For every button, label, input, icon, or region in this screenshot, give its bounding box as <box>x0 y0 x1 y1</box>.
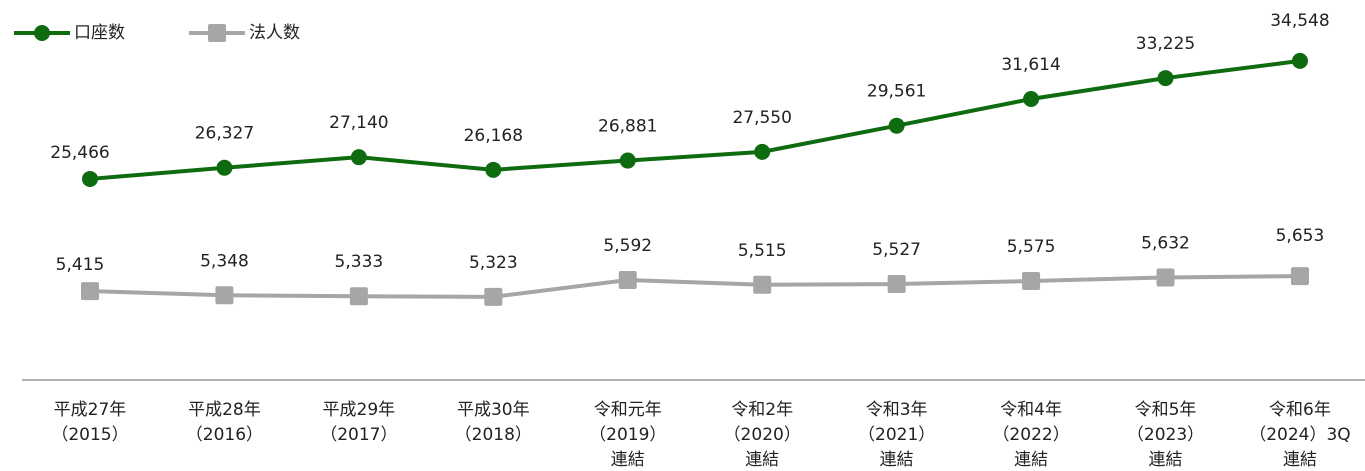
x-tick-label: 令和6年 <box>1269 400 1331 420</box>
point <box>484 287 503 306</box>
legend-marker <box>34 25 50 41</box>
x-tick-label: （2019） <box>589 425 666 445</box>
x-tick-label: 連結 <box>1149 450 1183 470</box>
x-tick-label: （2018） <box>455 425 532 445</box>
point <box>349 287 368 306</box>
point <box>619 152 636 169</box>
x-tick-label: 平成29年 <box>323 400 396 420</box>
x-tick-label: 令和3年 <box>866 400 928 420</box>
data-label: 5,323 <box>469 253 518 273</box>
data-label: 27,550 <box>732 108 791 128</box>
x-tick-label: 連結 <box>880 450 914 470</box>
data-label: 33,225 <box>1136 34 1195 54</box>
legend-label: 口座数 <box>74 23 125 43</box>
data-label: 29,561 <box>867 82 926 102</box>
x-tick-label: （2022） <box>992 425 1069 445</box>
point <box>618 270 637 289</box>
data-label: 5,632 <box>1141 233 1190 253</box>
x-tick-label: 連結 <box>1014 450 1048 470</box>
data-label: 26,168 <box>464 126 523 146</box>
x-tick-label: 令和5年 <box>1135 400 1197 420</box>
point <box>350 149 367 166</box>
data-label: 5,653 <box>1276 226 1325 246</box>
x-tick-label: 連結 <box>1283 450 1317 470</box>
x-tick-label: 連結 <box>745 450 779 470</box>
x-tick-label: 平成30年 <box>457 400 530 420</box>
series-line <box>89 274 1300 299</box>
data-label: 5,415 <box>56 255 105 275</box>
series-line <box>89 58 1301 181</box>
x-tick-label: 平成28年 <box>188 400 261 420</box>
x-tick-label: （2020） <box>724 425 801 445</box>
x-tick-label: 令和2年 <box>731 400 793 420</box>
data-label: 26,881 <box>598 117 657 137</box>
point <box>1022 272 1041 291</box>
point <box>81 282 99 301</box>
point <box>753 275 772 294</box>
point <box>1290 267 1309 286</box>
x-tick-label: （2016） <box>186 425 263 445</box>
data-label: 5,592 <box>603 236 652 256</box>
point <box>1156 268 1175 287</box>
data-label: 5,333 <box>335 252 384 272</box>
point <box>887 275 906 294</box>
point <box>888 117 905 134</box>
point <box>215 286 234 305</box>
data-label: 5,527 <box>872 240 921 260</box>
x-tick-label: 平成27年 <box>54 400 127 420</box>
point <box>82 170 98 187</box>
legend-label: 法人数 <box>249 23 300 43</box>
point <box>485 161 502 178</box>
x-tick-label: （2015） <box>51 425 128 445</box>
x-tick-label: （2023） <box>1127 425 1204 445</box>
data-label: 25,466 <box>50 143 109 163</box>
point <box>1291 52 1308 69</box>
data-label: 5,348 <box>200 251 249 271</box>
data-label: 26,327 <box>195 124 254 144</box>
x-tick-label: （2021） <box>858 425 935 445</box>
x-tick-label: （2024）3Q <box>1249 425 1350 445</box>
point <box>216 159 233 176</box>
data-label: 5,515 <box>738 241 787 261</box>
legend-marker <box>208 24 226 42</box>
data-label: 34,548 <box>1270 11 1329 31</box>
x-tick-label: 令和4年 <box>1000 400 1062 420</box>
point <box>1023 91 1040 108</box>
x-tick-label: （2017） <box>320 425 397 445</box>
x-tick-label: 令和元年 <box>594 400 662 420</box>
data-label: 31,614 <box>1001 55 1060 75</box>
point <box>754 143 771 160</box>
x-tick-label: 連結 <box>611 450 645 470</box>
data-label: 27,140 <box>329 113 388 133</box>
data-label: 5,575 <box>1007 237 1056 257</box>
point <box>1157 70 1174 87</box>
